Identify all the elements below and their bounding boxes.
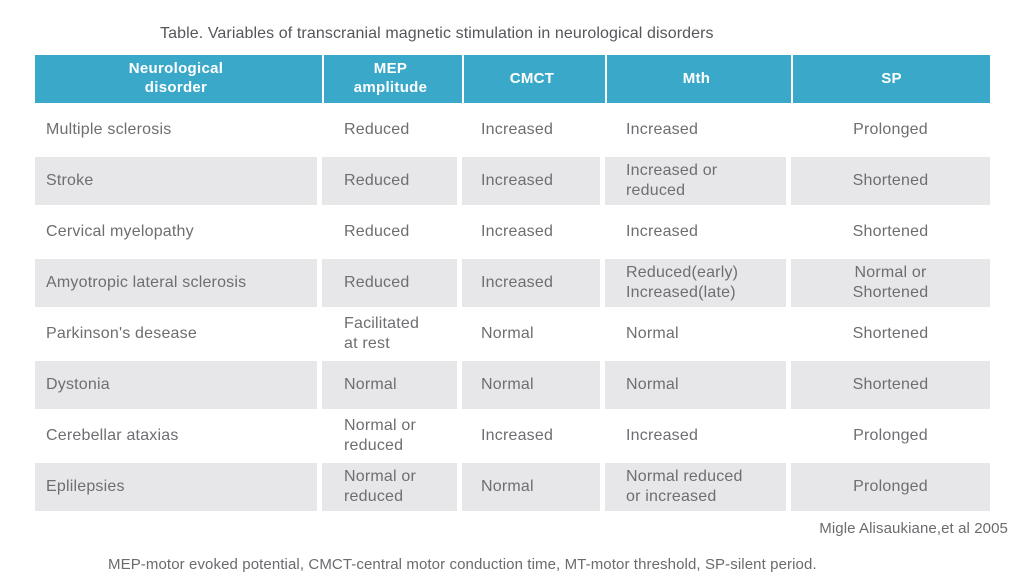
cell-disorder: Parkinson's desease (46, 325, 197, 343)
cell-sp: Shortened (852, 223, 929, 241)
cell-sp: Prolonged (853, 121, 928, 139)
tms-variables-table: Neurological disorder MEP amplitude CMCT… (35, 55, 990, 511)
table-row-cervical-myelopathy: Cervical myelopathy Reduced Increased In… (35, 208, 990, 256)
table-row-amyotropic-lateral-sclerosis: Amyotropic lateral sclerosis Reduced Inc… (35, 259, 990, 307)
cell-disorder: Cervical myelopathy (46, 223, 194, 241)
table-row-stroke: Stroke Reduced Increased Increased or re… (35, 157, 990, 205)
cell-mep: Normal or reduced (344, 417, 417, 454)
table-row-multiple-sclerosis: Multiple sclerosis Reduced Increased Inc… (35, 106, 990, 154)
cell-disorder: Multiple sclerosis (46, 121, 172, 139)
cell-sp: Shortened (791, 157, 990, 205)
cell-cmct: Increased (481, 223, 554, 241)
cell-mth: Normal (605, 361, 786, 409)
cell-disorder: Amyotropic lateral sclerosis (35, 259, 317, 307)
abbreviations-footnote: MEP-motor evoked potential, CMCT-central… (108, 556, 817, 573)
cell-sp: Shortened (852, 325, 929, 343)
cell-mep: Reduced (322, 259, 457, 307)
cell-cmct: Normal (462, 463, 600, 511)
header-mth: Mth (605, 55, 786, 103)
cell-cmct: Increased (462, 259, 600, 307)
cell-mep: Facilitated at rest (344, 315, 420, 352)
cell-cmct: Increased (462, 157, 600, 205)
source-attribution: Migle Alisaukiane,et al 2005 (819, 520, 1008, 537)
table-row-parkinsons-desease: Parkinson's desease Facilitated at rest … (35, 310, 990, 358)
cell-cmct: Normal (462, 361, 600, 409)
table-row-eplilepsies: Eplilepsies Normal or reduced Normal Nor… (35, 463, 990, 511)
cell-disorder: Cerebellar ataxias (46, 427, 179, 445)
header-neurological-disorder: Neurological disorder (128, 60, 224, 96)
cell-mep: Normal or reduced (322, 463, 457, 511)
cell-sp: Shortened (791, 361, 990, 409)
cell-mth: Normal reduced or increased (605, 463, 786, 511)
cell-disorder: Eplilepsies (35, 463, 317, 511)
cell-disorder: Dystonia (35, 361, 317, 409)
table-title: Table. Variables of transcranial magneti… (160, 25, 714, 42)
table-header-row: Neurological disorder MEP amplitude CMCT… (35, 55, 990, 103)
cell-sp: Normal or Shortened (791, 259, 990, 307)
cell-mep: Normal (322, 361, 457, 409)
cell-cmct: Increased (481, 121, 554, 139)
table-row-cerebellar-ataxias: Cerebellar ataxias Normal or reduced Inc… (35, 412, 990, 460)
cell-mep: Reduced (344, 121, 410, 139)
header-mep-amplitude: MEP amplitude (322, 55, 457, 103)
cell-mth: Increased or reduced (605, 157, 786, 205)
cell-cmct: Normal (481, 325, 534, 343)
cell-mth: Reduced(early) Increased(late) (605, 259, 786, 307)
cell-mth: Increased (626, 223, 699, 241)
cell-mth: Increased (626, 121, 699, 139)
header-sp: SP (791, 55, 990, 103)
cell-disorder: Stroke (35, 157, 317, 205)
cell-mep: Reduced (322, 157, 457, 205)
header-cmct: CMCT (462, 55, 600, 103)
table-row-dystonia: Dystonia Normal Normal Normal Shortened (35, 361, 990, 409)
cell-mth: Normal (626, 325, 679, 343)
cell-mep: Reduced (344, 223, 410, 241)
cell-mth: Increased (626, 427, 699, 445)
cell-sp: Prolonged (791, 463, 990, 511)
cell-cmct: Increased (481, 427, 554, 445)
cell-sp: Prolonged (853, 427, 928, 445)
